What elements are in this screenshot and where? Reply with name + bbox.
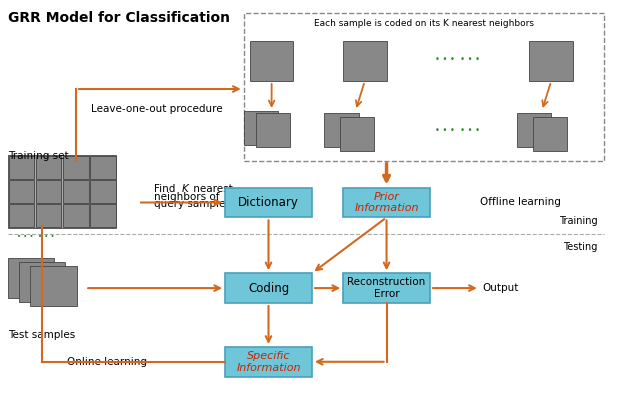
Text: Offline learning: Offline learning [480,197,560,207]
Text: neighbors of: neighbors of [154,192,219,202]
FancyBboxPatch shape [529,41,573,81]
FancyBboxPatch shape [9,156,34,179]
FancyBboxPatch shape [9,180,34,203]
Text: query samples: query samples [154,199,230,209]
FancyBboxPatch shape [343,188,430,217]
Text: Reconstruction
Error: Reconstruction Error [348,277,426,299]
FancyBboxPatch shape [90,180,115,203]
FancyBboxPatch shape [30,266,77,306]
Text: Specific
Information: Specific Information [236,351,301,373]
FancyBboxPatch shape [343,41,386,81]
FancyBboxPatch shape [9,204,34,227]
FancyBboxPatch shape [36,180,61,203]
Text: Each sample is coded on its K nearest neighbors: Each sample is coded on its K nearest ne… [314,19,534,28]
FancyBboxPatch shape [225,347,312,377]
Text: Dictionary: Dictionary [238,196,299,209]
FancyBboxPatch shape [340,117,374,151]
FancyBboxPatch shape [7,258,54,298]
Text: GRR Model for Classification: GRR Model for Classification [7,11,230,25]
Text: Find: Find [154,184,178,194]
FancyBboxPatch shape [90,156,115,179]
Text: •: • [40,303,44,309]
FancyBboxPatch shape [63,180,89,203]
FancyBboxPatch shape [36,156,61,179]
Text: Testing: Testing [563,242,598,252]
Text: Output: Output [483,283,519,293]
Text: • • •  • • •: • • • • • • [436,55,480,64]
FancyBboxPatch shape [243,111,278,145]
FancyBboxPatch shape [250,41,293,81]
Text: Coding: Coding [248,282,289,295]
FancyBboxPatch shape [63,156,89,179]
Text: • • •  • • •: • • • • • • [436,126,480,135]
FancyBboxPatch shape [19,262,66,302]
Text: Training: Training [559,217,598,227]
FancyBboxPatch shape [90,204,115,227]
FancyBboxPatch shape [63,204,89,227]
Text: K: K [182,184,189,194]
Text: • • •  • • •: • • • • • • [17,234,54,240]
Text: Training set: Training set [7,151,68,161]
FancyBboxPatch shape [532,117,567,151]
Text: Prior
Information: Prior Information [354,192,419,213]
Text: nearest: nearest [190,184,232,194]
FancyBboxPatch shape [36,204,61,227]
FancyBboxPatch shape [256,113,290,147]
FancyBboxPatch shape [225,273,312,303]
FancyBboxPatch shape [517,113,551,147]
FancyBboxPatch shape [343,273,430,303]
FancyBboxPatch shape [225,188,312,217]
Text: Online learning: Online learning [67,357,147,367]
Text: Test samples: Test samples [7,330,75,340]
FancyBboxPatch shape [324,113,359,147]
FancyBboxPatch shape [7,155,116,229]
Text: Leave-one-out procedure: Leave-one-out procedure [91,104,223,114]
